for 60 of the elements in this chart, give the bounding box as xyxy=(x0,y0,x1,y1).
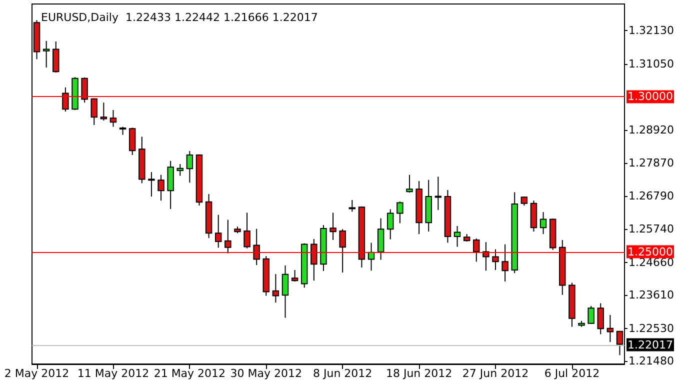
candlestick xyxy=(176,164,184,176)
candlestick xyxy=(348,199,356,212)
candlestick xyxy=(272,274,280,304)
candlestick xyxy=(387,208,394,240)
candlestick xyxy=(62,86,69,112)
candlestick xyxy=(128,127,136,156)
candlestick xyxy=(148,172,155,198)
candlestick xyxy=(110,110,117,128)
candlestick xyxy=(214,214,222,248)
candlestick xyxy=(310,238,318,282)
x-tick-label: 6 Jul 2012 xyxy=(544,367,600,380)
x-tick-label: 11 May 2012 xyxy=(77,367,150,380)
candlestick xyxy=(597,302,604,335)
ref-line-label: 1.30000 xyxy=(628,90,674,104)
candlestick xyxy=(540,212,547,235)
candlestick xyxy=(339,228,346,274)
ref-line-label: 1.25000 xyxy=(628,245,674,258)
candlestick xyxy=(606,314,614,342)
candlestick xyxy=(406,174,413,194)
x-tick-label: 18 Jun 2012 xyxy=(386,367,452,380)
y-tick-label: 1.21480 xyxy=(628,354,674,368)
x-tick-label: 30 May 2012 xyxy=(230,367,302,380)
candlestick xyxy=(492,248,499,271)
candlestick xyxy=(616,330,624,356)
candlestick xyxy=(396,201,404,224)
candlestick xyxy=(167,160,174,210)
y-tick-label: 1.31050 xyxy=(628,58,674,71)
candlestick xyxy=(81,76,88,104)
y-tick-label: 1.32130 xyxy=(628,24,674,38)
y-tick-label: 1.25740 xyxy=(628,222,674,236)
y-tick-label: 1.24660 xyxy=(628,256,674,269)
ref-line-label: 1.22017 xyxy=(628,338,674,352)
candlestick xyxy=(502,244,508,282)
candlestick xyxy=(377,218,384,260)
candlestick xyxy=(244,212,250,249)
y-tick-label: 1.26790 xyxy=(628,190,674,203)
candlestick xyxy=(224,219,232,254)
candlestick xyxy=(90,98,98,126)
y-tick-label: 1.22530 xyxy=(628,322,674,335)
y-tick-label: 1.23610 xyxy=(628,288,674,302)
x-tick-label: 8 Jun 2012 xyxy=(312,367,372,380)
candlestick xyxy=(100,102,108,122)
candlestick xyxy=(291,270,298,282)
candlestick xyxy=(282,264,289,318)
candlestick xyxy=(588,306,594,324)
x-tick-label: 21 May 2012 xyxy=(154,367,226,380)
x-tick-label: 27 Jun 2012 xyxy=(462,367,529,380)
candlestick xyxy=(473,238,480,262)
candlestick xyxy=(434,176,442,210)
text: EURUSD,Daily 1.22433 1.22442 1.21666 1.22017 xyxy=(41,11,318,24)
candlestick xyxy=(42,40,50,68)
candlestick xyxy=(454,226,461,248)
y-tick-label: 1.27870 xyxy=(628,156,674,170)
candlestick xyxy=(52,41,60,74)
candlestick xyxy=(186,150,194,184)
candlestick xyxy=(158,174,164,202)
x-tick-label: 2 May 2012 xyxy=(4,367,70,380)
candlestick xyxy=(330,212,336,240)
y-tick-label: 1.28920 xyxy=(628,124,674,137)
candlestick xyxy=(253,228,260,266)
